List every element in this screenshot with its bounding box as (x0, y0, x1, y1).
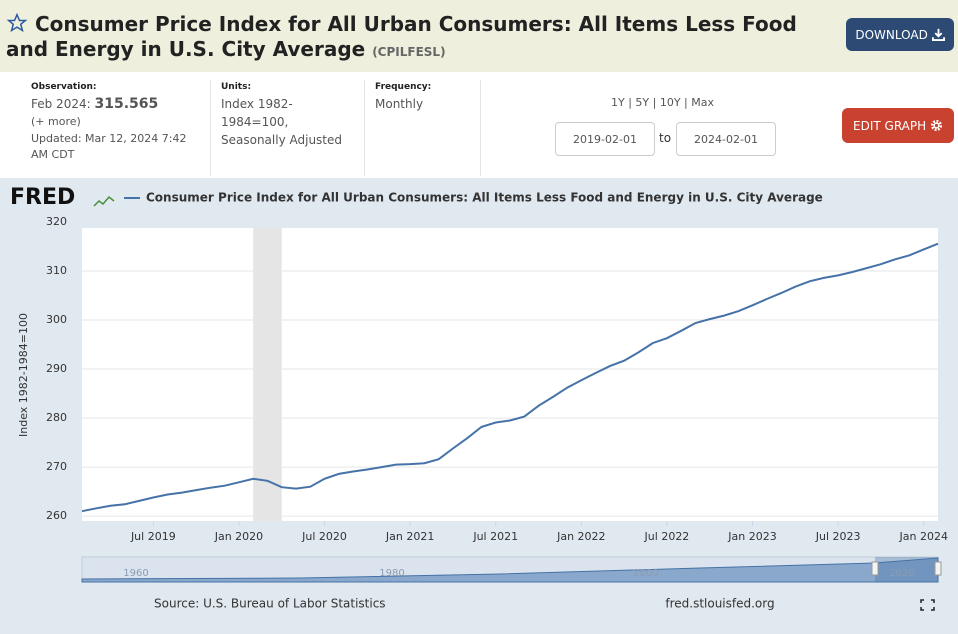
fred-logo: FRED (10, 185, 75, 210)
updated: Mar 12, 2024 7:42 AM CDT (31, 132, 187, 161)
more-link[interactable]: (+ more) (31, 115, 81, 128)
label: Units: (221, 82, 252, 92)
legend-label: Consumer Price Index for All Urban Consu… (146, 191, 823, 205)
observation-col: Observation: Feb 2024: 315.565 (+ more) … (31, 82, 201, 163)
units-col: Units: Index 1982-1984=100, Seasonally A… (221, 82, 356, 149)
logo-icon (93, 195, 115, 207)
series-title: Consumer Price Index for All Urban Consu… (6, 12, 797, 61)
y-tick-label: 260 (46, 509, 67, 522)
y-tick-label: 290 (46, 362, 67, 375)
y-tick-label: 270 (46, 460, 67, 473)
x-tick-label: Jan 2023 (727, 530, 776, 543)
label: Updated: (31, 132, 82, 145)
x-tick-label: Jan 2020 (214, 530, 263, 543)
divider (364, 80, 365, 176)
navigator-selection[interactable] (875, 557, 938, 582)
divider (210, 80, 211, 176)
range[interactable]: Max (691, 96, 715, 109)
navigator-label: 2000 (633, 568, 658, 579)
x-tick-label: Jan 2022 (556, 530, 605, 543)
chart: FRED Index 1982-1984=100 260 270 280 290 300… (0, 178, 958, 634)
frequency-col: Frequency: Monthly (375, 82, 431, 113)
label: Observation: (31, 82, 97, 92)
label: Frequency: (375, 82, 432, 92)
obs-date: Feb 2024: (31, 97, 91, 111)
navigator-label: 1960 (123, 568, 148, 579)
download-button[interactable]: DOWNLOAD (846, 18, 954, 51)
x-tick-label: Jul 2022 (644, 530, 690, 543)
fullscreen-icon[interactable] (920, 599, 935, 611)
x-tick-label: Jul 2021 (472, 530, 518, 543)
divider (480, 80, 481, 176)
y-tick-label: 300 (46, 313, 67, 326)
range[interactable]: 10Y (659, 96, 681, 109)
x-tick-label: Jul 2019 (130, 530, 176, 543)
start-date[interactable]: 2019-02-01 (555, 122, 655, 156)
obs-value: 315.565 (94, 96, 159, 112)
gear-icon (930, 119, 943, 132)
navigator-handle[interactable] (934, 561, 942, 576)
range[interactable]: 5Y (635, 96, 650, 109)
series-line (81, 242, 939, 513)
edit-graph-button[interactable]: EDIT GRAPH (842, 108, 954, 143)
y-axis-label: Index 1982-1984=100 (17, 313, 30, 437)
y-tick-label: 280 (46, 411, 67, 424)
star-icon[interactable] (6, 12, 28, 33)
download-label: DOWNLOAD (855, 27, 928, 42)
edit-label: EDIT GRAPH (853, 118, 927, 133)
x-tick-label: Jan 2024 (899, 530, 948, 543)
recession-band (253, 228, 282, 521)
navigator-label: 1980 (379, 568, 404, 579)
navigator-label: 2020 (889, 568, 914, 579)
series-symbol: (CPILFESL) (372, 45, 446, 59)
to-label: to (659, 131, 672, 145)
frequency: Monthly (375, 97, 424, 111)
title-block: Consumer Price Index for All Urban Consu… (6, 12, 836, 65)
plot-area (82, 228, 938, 521)
y-tick-label: 320 (46, 215, 67, 228)
navigator-handle[interactable] (871, 561, 879, 576)
range-links: 1Y | 5Y | 10Y | Max (611, 96, 715, 109)
end-date[interactable]: 2024-02-01 (676, 122, 776, 156)
y-tick-label: 310 (46, 264, 67, 277)
download-icon (931, 28, 945, 41)
site: fred.stlouisfed.org (665, 597, 774, 611)
units: Index 1982-1984=100, Seasonally Adjusted (221, 97, 343, 147)
source: Source: U.S. Bureau of Labor Statistics (154, 597, 386, 611)
x-tick-label: Jan 2021 (385, 530, 434, 543)
header: Consumer Price Index for All Urban Consu… (0, 0, 958, 72)
x-tick-label: Jul 2023 (815, 530, 861, 543)
x-tick-label: Jul 2020 (301, 530, 347, 543)
range[interactable]: 1Y (611, 96, 625, 109)
